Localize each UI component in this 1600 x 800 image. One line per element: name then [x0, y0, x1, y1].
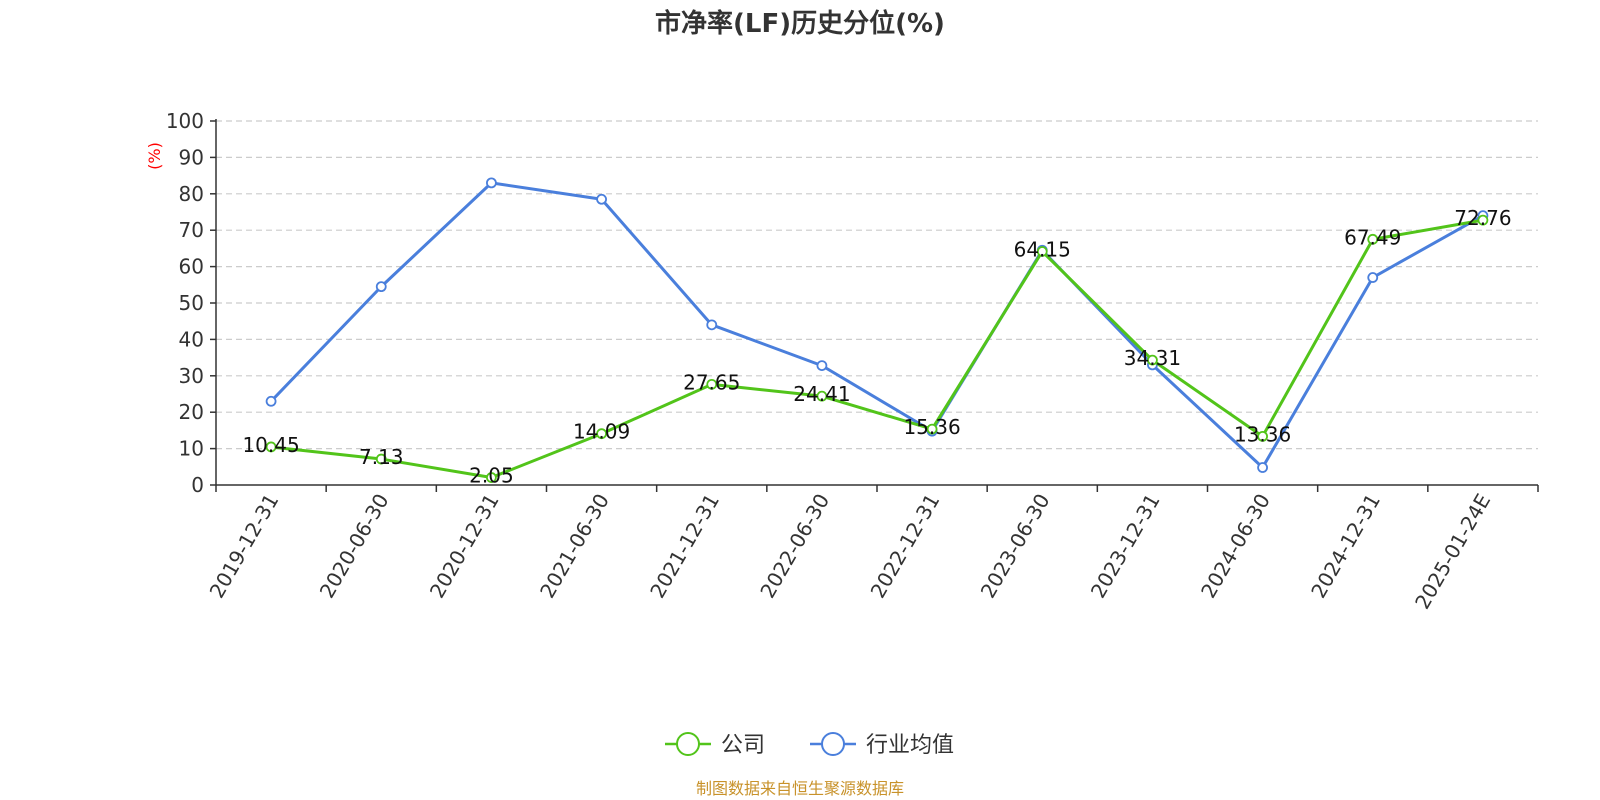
- data-label: 14.09: [573, 420, 630, 444]
- x-tick-label: 2025-01-24E: [1410, 490, 1495, 614]
- chart-title: 市净率(LF)历史分位(%): [655, 8, 945, 39]
- data-point: [1477, 214, 1489, 226]
- data-label: 15.36: [903, 415, 960, 439]
- x-tick-label: 2023-06-30: [976, 490, 1055, 603]
- y-tick-label: 70: [179, 218, 204, 242]
- data-label: 34.31: [1124, 346, 1181, 370]
- x-tick-label: 2024-06-30: [1196, 490, 1275, 603]
- data-point: [1367, 233, 1379, 245]
- y-tick-label: 80: [179, 182, 204, 206]
- data-label: 27.65: [683, 370, 740, 394]
- data-point: [1257, 462, 1268, 473]
- legend-label: 公司: [721, 733, 765, 758]
- y-axis-unit: (%): [145, 142, 164, 170]
- x-tick-label: 2024-12-31: [1306, 490, 1385, 603]
- legend-marker: [821, 732, 845, 756]
- data-label: 7.13: [359, 445, 404, 469]
- y-tick-label: 20: [179, 400, 204, 424]
- y-tick-label: 100: [166, 109, 204, 133]
- source-note: 制图数据来自恒生聚源数据库: [696, 779, 904, 798]
- y-tick-label: 10: [179, 437, 204, 461]
- axes: 0 10 20 30 40 50 60 70 80 90 100 2019-12-31 2020-06-…: [166, 109, 1539, 614]
- series-layer: [265, 177, 1489, 483]
- legend[interactable]: 公司 行业均值: [665, 732, 954, 758]
- y-tick-label: 40: [179, 327, 204, 351]
- data-label: 2.05: [469, 464, 514, 488]
- y-tick-label: 50: [179, 291, 204, 315]
- x-tick-label: 2022-12-31: [866, 489, 945, 602]
- x-tick-label: 2020-06-30: [315, 490, 394, 603]
- data-point: [816, 390, 828, 402]
- data-point: [375, 281, 387, 293]
- data-point: [1367, 272, 1379, 283]
- data-point: [596, 428, 607, 440]
- legend-item[interactable]: 行业均值: [810, 732, 954, 758]
- data-point: [816, 360, 828, 372]
- data-point: [1147, 354, 1158, 366]
- data-point: [486, 472, 497, 483]
- data-label: 72.76: [1454, 206, 1511, 230]
- grid-lines: [216, 120, 1538, 450]
- x-tick-label: 2023-12-31: [1086, 490, 1165, 603]
- data-label: 10.45: [242, 433, 299, 457]
- data-point: [265, 441, 277, 453]
- x-tick-label: 2022-06-30: [755, 490, 834, 603]
- x-tick-label: 2020-12-31: [425, 489, 504, 602]
- data-label: 64.15: [1014, 237, 1071, 261]
- y-tick-label: 30: [179, 364, 204, 388]
- legend-label: 行业均值: [866, 733, 954, 758]
- legend-marker: [676, 732, 700, 756]
- series-line: [270, 181, 1484, 470]
- legend-item[interactable]: 公司: [665, 732, 765, 758]
- data-point: [1257, 430, 1268, 442]
- data-point: [706, 319, 718, 331]
- data-label: 24.41: [793, 382, 850, 406]
- y-tick-label: 90: [179, 145, 204, 169]
- data-point: [596, 193, 607, 205]
- y-tick-label: 0: [191, 473, 204, 497]
- data-point: [375, 453, 387, 465]
- y-tick-label: 60: [179, 255, 204, 279]
- x-tick-label: 2021-12-31: [645, 490, 724, 603]
- x-tick-label: 2019-12-31: [205, 490, 284, 603]
- data-point: [706, 378, 718, 390]
- data-point: [265, 395, 277, 407]
- data-point: [486, 177, 497, 189]
- data-point: [1036, 246, 1048, 257]
- data-point: [926, 423, 938, 435]
- series-line: [270, 218, 1484, 480]
- data-labels: 10.45 7.13 2.05 14.09 27.65 24.41 15.36 64.15 34…: [242, 206, 1511, 487]
- x-tick-label: 2021-06-30: [535, 490, 614, 603]
- data-label: 67.49: [1344, 225, 1401, 249]
- data-label: 13.36: [1234, 422, 1291, 446]
